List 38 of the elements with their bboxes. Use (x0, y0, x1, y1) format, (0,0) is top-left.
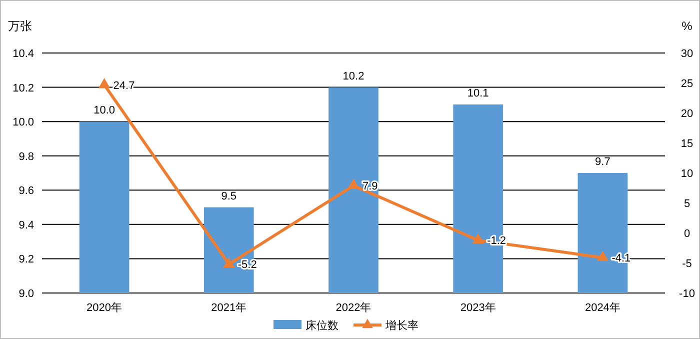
data-label: 7.9 (362, 180, 378, 193)
point (223, 257, 235, 268)
y-tick-label: 9.6 (18, 185, 34, 198)
y2-tick-label: 0 (684, 228, 690, 240)
x-tick-label: 2021年 (211, 302, 247, 314)
point (98, 78, 110, 88)
data-label: 10.2 (342, 70, 364, 82)
y-tick-label: 9.8 (18, 150, 34, 163)
y2-tick-label: 15 (680, 138, 694, 150)
point (596, 250, 609, 261)
data-label: 9.5 (221, 190, 237, 202)
data-label: 10.1 (467, 87, 489, 100)
y2-tick-label: 20 (680, 108, 694, 120)
y2-tick-label: -10 (679, 288, 695, 300)
legend-label: 增长率 (384, 319, 418, 332)
x-tick-label: 2024年 (584, 302, 620, 314)
x-tick-label: 2023年 (460, 302, 496, 314)
y2-tick-label: 5 (684, 198, 690, 210)
y2-axis-title: % (682, 19, 693, 33)
data-label: 10.0 (94, 104, 116, 117)
x-tick-label: 2020年 (86, 302, 122, 314)
y2-tick-label: -5 (682, 258, 692, 270)
y2-tick-label: 10 (680, 168, 694, 180)
y-tick-label: 9.2 (18, 254, 34, 266)
y-tick-label: 10.4 (12, 48, 34, 60)
y-axis-title: 万张 (8, 19, 32, 33)
y-tick-label: 9.0 (18, 288, 34, 300)
y-tick-label: 10.2 (12, 82, 34, 94)
y-tick-label: 9.4 (18, 219, 34, 232)
y-tick-label: 10.0 (12, 116, 34, 129)
y2-tick-label: 25 (680, 78, 694, 90)
point (348, 178, 360, 189)
x-tick-label: 2022年 (336, 302, 372, 314)
data-label: 9.7 (595, 156, 610, 168)
data-label: -4.1 (612, 252, 631, 265)
legend-label: 床位数 (306, 319, 338, 332)
point (472, 233, 484, 244)
y2-tick-label: 30 (680, 48, 694, 60)
